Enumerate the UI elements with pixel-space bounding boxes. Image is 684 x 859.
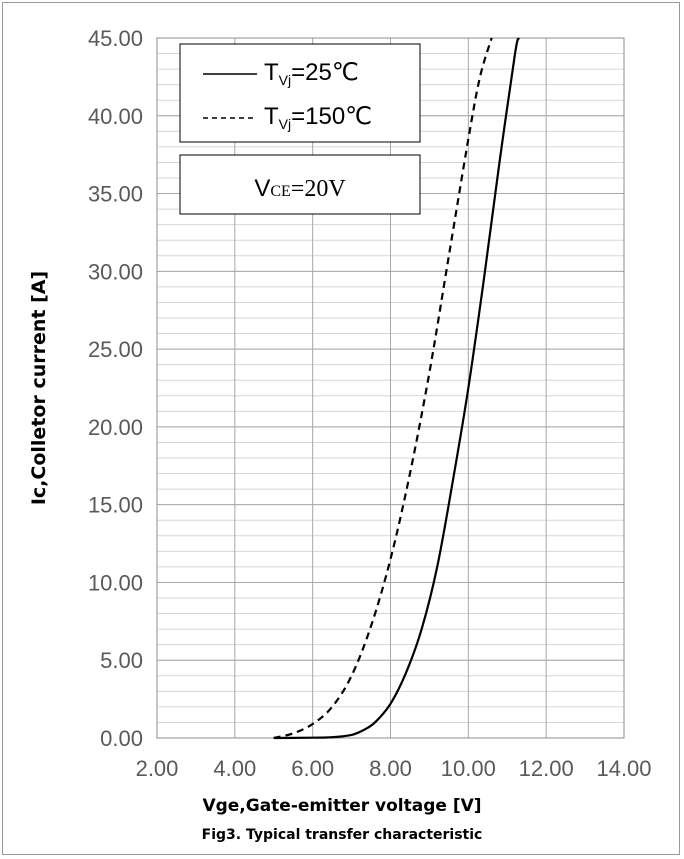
y-tick-label: 25.00 — [88, 337, 143, 362]
series-line-solid — [273, 37, 520, 740]
y-tick-label: 20.00 — [88, 415, 143, 440]
plot-area-border — [156, 37, 625, 739]
y-tick-label: 5.00 — [100, 648, 143, 673]
plot-area-rect — [156, 37, 625, 739]
y-tick-label: 40.00 — [88, 104, 143, 129]
legend-entry-label: TVj=150℃ — [264, 103, 372, 132]
series-line-dashed — [273, 37, 493, 740]
legend: TVj=25℃ TVj=150℃ VCE=20V — [179, 43, 421, 215]
legend-box — [179, 43, 421, 143]
x-tick-label: 14.00 — [596, 756, 651, 781]
y-tick-label: 45.00 — [88, 26, 143, 51]
x-tick-labels: 2.00 4.00 6.00 8.00 10.00 12.00 14.00 — [136, 756, 652, 781]
y-tick-label: 10.00 — [88, 570, 143, 595]
data-series — [273, 37, 520, 740]
y-tick-label: 35.00 — [88, 182, 143, 207]
x-tick-label: 10.00 — [441, 756, 496, 781]
x-axis-label: Vge,Gate-emitter voltage [V] — [202, 796, 482, 816]
condition-label: VCE=20V — [254, 175, 346, 202]
y-tick-labels: 0.00 5.00 10.00 15.00 20.00 25.00 30.00 35.00 40… — [88, 26, 143, 751]
legend-entry-label: TVj=25℃ — [264, 59, 359, 88]
y-tick-label: 30.00 — [88, 259, 143, 284]
x-tick-label: 4.00 — [213, 756, 256, 781]
x-tick-label: 8.00 — [369, 756, 412, 781]
y-axis-label: Ic,Colletor current [A] — [28, 271, 50, 505]
condition-box — [179, 154, 421, 215]
x-tick-label: 12.00 — [519, 756, 574, 781]
x-tick-label: 6.00 — [291, 756, 334, 781]
x-tick-label: 2.00 — [136, 756, 179, 781]
major-gridlines — [156, 37, 625, 739]
y-tick-label: 15.00 — [88, 493, 143, 518]
figure-caption: Fig3. Typical transfer characteristic — [201, 827, 483, 843]
y-tick-label: 0.00 — [100, 726, 143, 751]
y-axis-label-group: Ic,Colletor current [A] — [28, 271, 50, 505]
